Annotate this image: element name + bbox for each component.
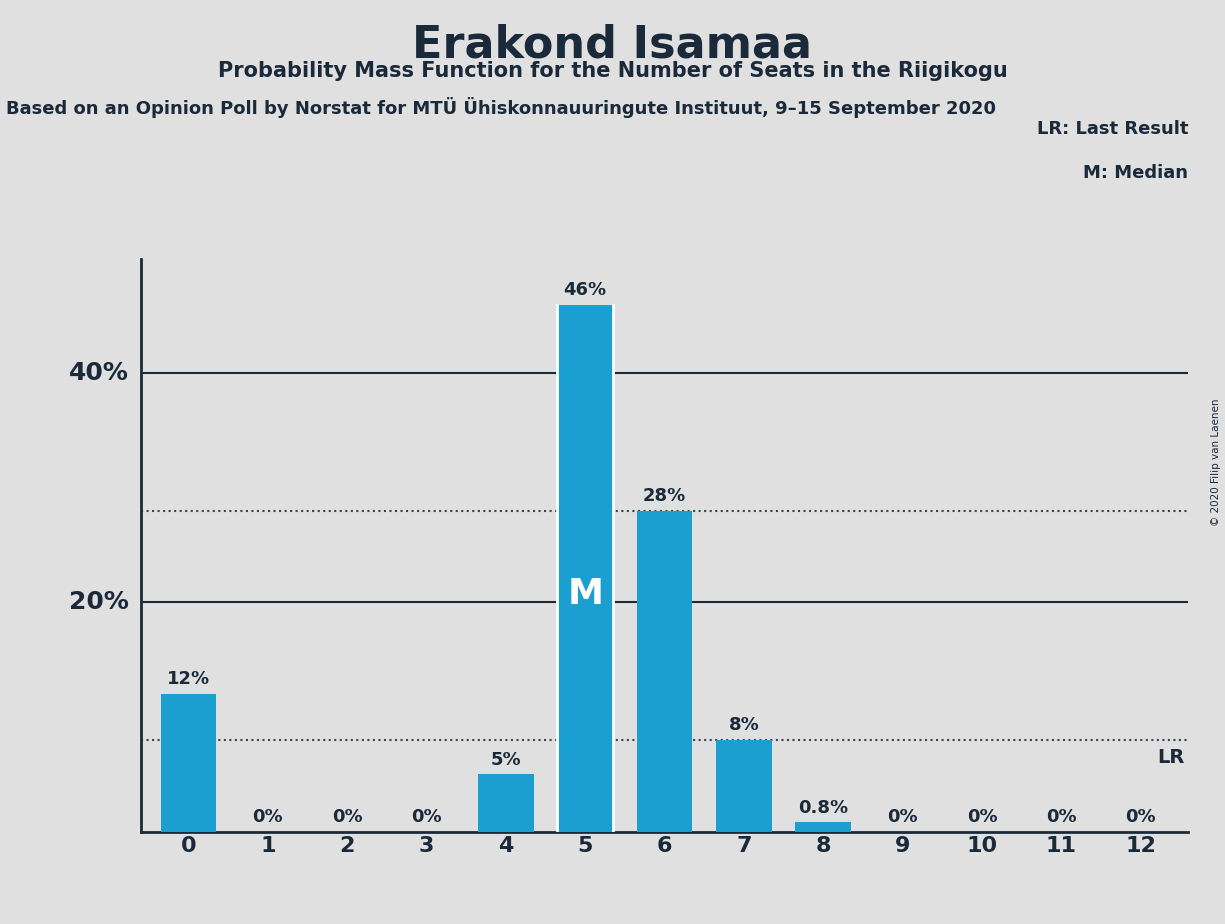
Text: 8%: 8% xyxy=(729,716,760,735)
Text: M: Median: M: Median xyxy=(1083,164,1188,182)
Text: LR: LR xyxy=(1156,748,1185,767)
Text: 0%: 0% xyxy=(252,808,283,826)
Text: 28%: 28% xyxy=(643,487,686,505)
Bar xyxy=(637,511,692,832)
Text: 0%: 0% xyxy=(967,808,997,826)
Text: 0.8%: 0.8% xyxy=(799,798,849,817)
Text: 46%: 46% xyxy=(564,281,606,298)
Text: 20%: 20% xyxy=(69,590,129,614)
Text: LR: Last Result: LR: Last Result xyxy=(1036,120,1188,138)
Bar xyxy=(557,305,612,832)
Text: 5%: 5% xyxy=(490,750,521,769)
Text: Erakond Isamaa: Erakond Isamaa xyxy=(413,23,812,67)
Text: 12%: 12% xyxy=(167,671,209,688)
Text: 0%: 0% xyxy=(1046,808,1077,826)
Text: Based on an Opinion Poll by Norstat for MTÜ Ühiskonnauuringute Instituut, 9–15 S: Based on an Opinion Poll by Norstat for … xyxy=(6,97,996,118)
Text: 0%: 0% xyxy=(332,808,363,826)
Text: 0%: 0% xyxy=(1126,808,1156,826)
Text: 0%: 0% xyxy=(412,808,442,826)
Text: 0%: 0% xyxy=(887,808,918,826)
Text: M: M xyxy=(567,578,603,612)
Text: © 2020 Filip van Laenen: © 2020 Filip van Laenen xyxy=(1212,398,1221,526)
Text: 40%: 40% xyxy=(69,361,129,385)
Bar xyxy=(160,694,217,832)
Bar xyxy=(478,774,534,832)
Bar xyxy=(717,740,772,832)
Bar xyxy=(795,822,851,832)
Text: Probability Mass Function for the Number of Seats in the Riigikogu: Probability Mass Function for the Number… xyxy=(218,61,1007,81)
